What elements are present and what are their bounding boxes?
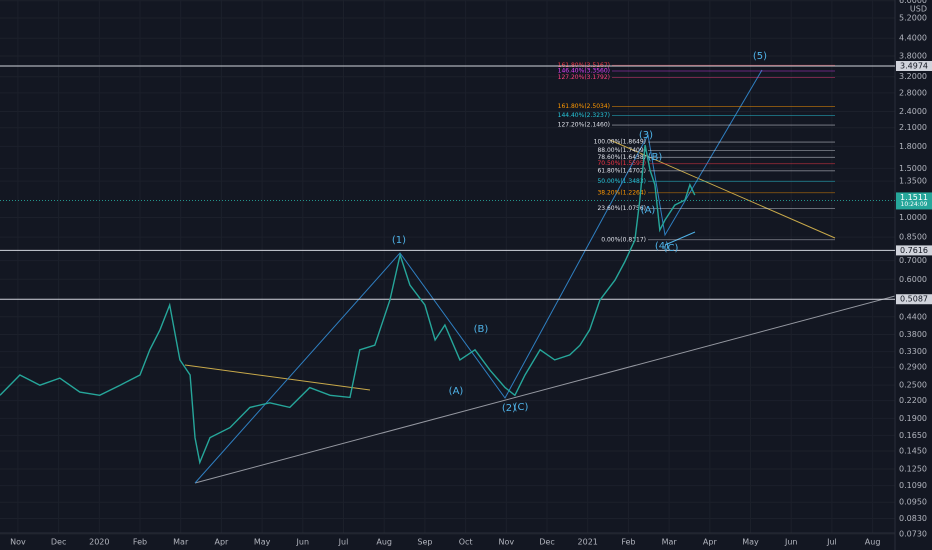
- x-tick-label: Dec: [51, 538, 66, 547]
- x-tick-label: 2021: [578, 538, 598, 547]
- price-tag: [896, 60, 932, 71]
- wave-label: (C): [664, 243, 679, 254]
- fib-label: 146.40%(3.3560): [558, 67, 610, 74]
- y-tick-label: 0.2200: [899, 396, 927, 405]
- fib-label: 70.50%(1.5595): [597, 160, 646, 167]
- fib-label: 0.00%(0.8317): [601, 236, 646, 243]
- price-tag-label: 3.4974: [900, 61, 928, 70]
- x-tick-label: Apr: [214, 538, 229, 547]
- x-tick-label: Dec: [539, 538, 554, 547]
- y-tick-label: 3.2000: [899, 72, 927, 81]
- x-tick-label: May: [254, 538, 271, 547]
- fib-label: 61.80%(1.4702): [597, 167, 646, 174]
- wave-label: (5): [753, 51, 767, 62]
- y-tick-label: 0.0950: [899, 498, 927, 507]
- y-tick-label: 0.3800: [899, 330, 927, 339]
- fib-label: 88.00%(1.7409): [597, 147, 646, 154]
- fib-label: 127.20%(3.1792): [558, 74, 610, 81]
- wave-label: (A): [641, 205, 656, 216]
- y-tick-label: 0.8500: [899, 233, 927, 242]
- y-tick-label: 1.8000: [899, 142, 927, 151]
- trend-line: [184, 364, 371, 391]
- price-tag-label: 0.5087: [900, 295, 928, 304]
- x-tick-label: Jun: [784, 538, 798, 547]
- y-tick-label: 0.3300: [899, 347, 927, 356]
- y-tick-label: 0.7000: [899, 256, 927, 265]
- x-tick-label: Feb: [133, 538, 147, 547]
- fib-label: 23.60%(1.0756): [597, 205, 646, 212]
- fib-label: 38.20%(1.2264): [597, 189, 646, 196]
- current-price-tag: [896, 192, 932, 210]
- y-tick-label: 0.0830: [899, 514, 927, 523]
- wave-label: (1): [392, 235, 406, 246]
- wave-label: (2): [502, 403, 516, 414]
- countdown-label: 10:24:09: [901, 201, 928, 208]
- y-tick-label: 0.1650: [899, 431, 927, 440]
- y-tick-label: 0.2500: [899, 381, 927, 390]
- price-tag: [896, 245, 932, 256]
- y-tick-label: 0.4400: [899, 312, 927, 321]
- price-tag-label: 0.7616: [900, 246, 928, 255]
- y-tick-label: 3.8000: [899, 51, 927, 60]
- currency-label: USD: [910, 5, 927, 14]
- x-tick-label: Nov: [10, 538, 26, 547]
- y-tick-label: 2.4000: [899, 107, 927, 116]
- y-tick-label: 0.1450: [899, 447, 927, 456]
- x-tick-label: Oct: [459, 538, 473, 547]
- wave-label: (A): [449, 386, 464, 397]
- price-line-series: [0, 144, 696, 465]
- fib-label: 161.80%(2.5034): [558, 103, 610, 110]
- fib-label: 50.00%(1.3483): [597, 178, 646, 185]
- y-tick-label: 4.4000: [899, 34, 927, 43]
- fib-label: 127.20%(2.1460): [558, 122, 610, 129]
- y-tick-label: 1.5000: [899, 164, 927, 173]
- fib-label: 78.60%(1.6438): [597, 154, 646, 161]
- y-tick-label: 6.0000: [899, 0, 927, 5]
- trend-line: [194, 295, 896, 484]
- trend-line: [664, 231, 696, 246]
- x-tick-label: Mar: [662, 538, 678, 547]
- y-tick-label: 0.1090: [899, 481, 927, 490]
- fib-label: 161.80%(3.5167): [558, 62, 610, 69]
- y-tick-label: 1.0000: [899, 213, 927, 222]
- wave-label: (3): [639, 130, 653, 141]
- y-tick-label: 1.3500: [899, 177, 927, 186]
- y-tick-label: 0.2900: [899, 363, 927, 372]
- wave-label: (B): [648, 152, 663, 163]
- y-tick-label: 0.6000: [899, 275, 927, 284]
- x-tick-label: Jul: [338, 538, 349, 547]
- price-tag: [896, 294, 932, 305]
- x-tick-label: Jul: [826, 538, 837, 547]
- x-tick-label: Sep: [417, 538, 432, 547]
- y-tick-label: 0.1900: [899, 414, 927, 423]
- x-tick-label: Aug: [376, 538, 392, 547]
- y-tick-label: 0.0730: [899, 530, 927, 539]
- x-tick-label: Jun: [296, 538, 310, 547]
- fib-label: 144.40%(2.3237): [558, 112, 610, 119]
- x-tick-label: May: [742, 538, 759, 547]
- x-tick-label: Nov: [498, 538, 514, 547]
- y-tick-label: 0.1250: [899, 465, 927, 474]
- x-tick-label: Aug: [865, 538, 881, 547]
- wave-label: (B): [474, 324, 489, 335]
- wave-path: [194, 69, 763, 484]
- x-tick-label: 2020: [89, 538, 109, 547]
- current-price-label: 1.1511: [900, 193, 928, 202]
- y-tick-label: 2.8000: [899, 88, 927, 97]
- x-tick-label: Apr: [703, 538, 718, 547]
- x-tick-label: Mar: [173, 538, 189, 547]
- wave-label: (C): [514, 402, 529, 413]
- y-tick-label: 5.2000: [899, 14, 927, 23]
- x-tick-label: Feb: [621, 538, 635, 547]
- wave-label: (4): [655, 241, 669, 252]
- fib-label: 100.00%(1.8649): [594, 139, 646, 146]
- y-tick-label: 2.1000: [899, 123, 927, 132]
